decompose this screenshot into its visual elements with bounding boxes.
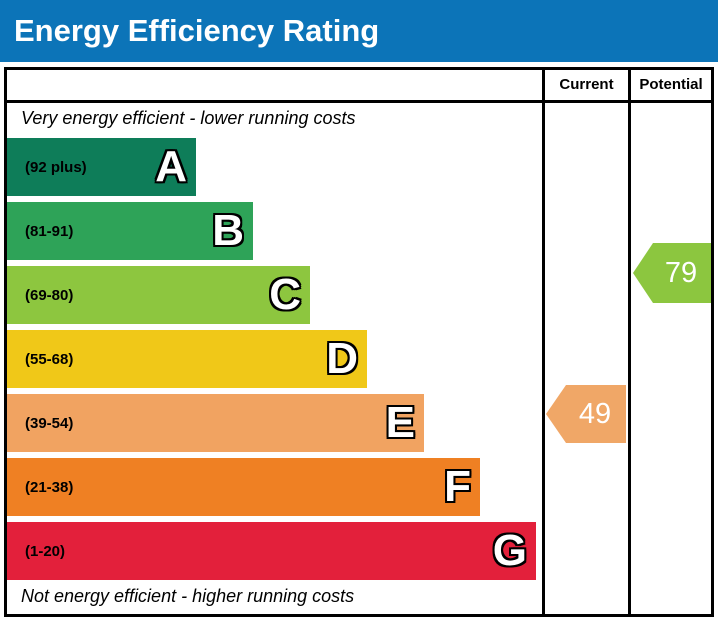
rating-band-c: (69-80) C <box>7 266 310 324</box>
bottom-caption: Not energy efficient - higher running co… <box>21 586 355 606</box>
rating-band-f: (21-38) F <box>7 458 480 516</box>
band-letter: B <box>212 206 244 255</box>
current-rating-marker: 49 <box>546 385 626 443</box>
rating-band-g: (1-20) G <box>7 522 536 580</box>
band-range-label: (55-68) <box>25 350 74 368</box>
rating-band-d: (55-68) D <box>7 330 367 388</box>
band-range-label: (92 plus) <box>25 158 87 176</box>
band-letter: G <box>492 526 527 575</box>
rating-band-e: (39-54) E <box>7 394 424 452</box>
top-caption: Very energy efficient - lower running co… <box>21 108 356 128</box>
chart-title-bar: Energy Efficiency Rating <box>0 0 718 62</box>
potential-column-header: Potential <box>639 76 703 93</box>
band-range-label: (21-38) <box>25 478 74 496</box>
band-letter: E <box>385 398 415 447</box>
band-range-label: (69-80) <box>25 286 74 304</box>
current-rating-value: 49 <box>578 397 612 430</box>
band-range-label: (81-91) <box>25 222 74 240</box>
band-range-label: (39-54) <box>25 414 74 432</box>
potential-rating-value: 79 <box>664 256 698 289</box>
rating-band-a: (92 plus) A <box>7 138 196 196</box>
band-letter: D <box>326 334 358 383</box>
current-column-header: Current <box>559 76 614 93</box>
chart-title: Energy Efficiency Rating <box>14 13 380 48</box>
header-row-border <box>7 100 711 103</box>
potential-column-divider <box>628 70 631 614</box>
band-letter: A <box>155 142 187 191</box>
rating-band-b: (81-91) B <box>7 202 253 260</box>
band-range-label: (1-20) <box>25 542 66 560</box>
chart-frame: Current Potential Very energy efficient … <box>4 67 714 617</box>
band-letter: C <box>269 270 301 319</box>
band-letter: F <box>444 462 471 511</box>
potential-rating-marker: 79 <box>633 243 711 303</box>
current-column-divider <box>542 70 545 614</box>
